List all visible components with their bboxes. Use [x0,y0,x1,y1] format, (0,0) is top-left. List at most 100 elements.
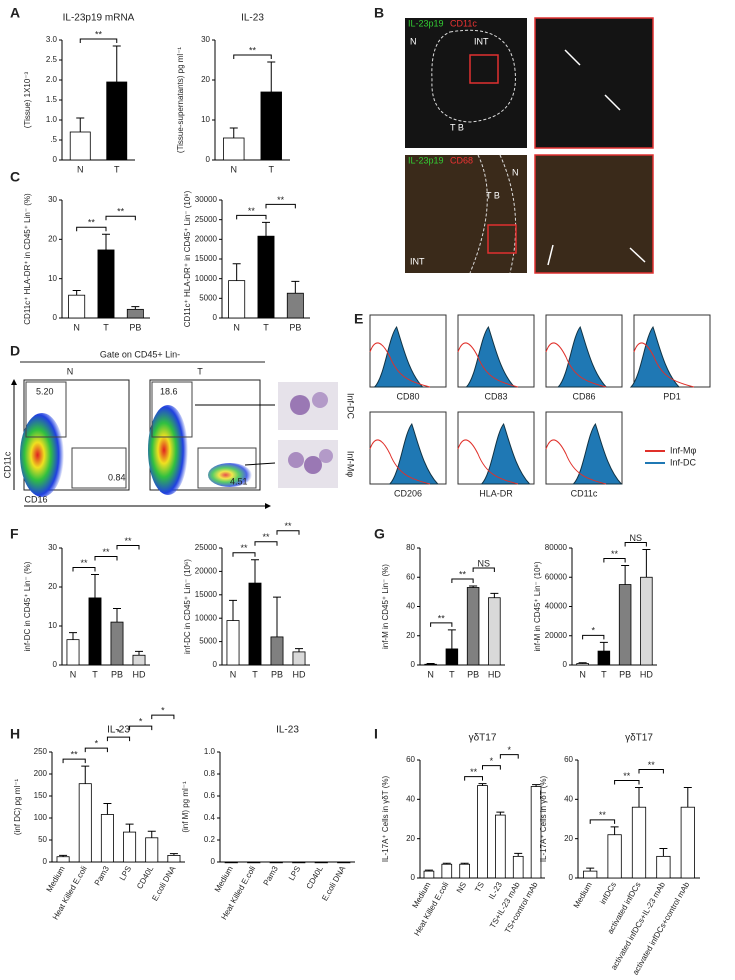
error-bar [447,629,456,649]
y-tick-label: 60 [564,755,573,764]
y-tick-label: 1.5 [46,95,58,104]
boundary [469,154,517,274]
bar [78,783,92,863]
bar [286,292,304,319]
significance-bracket [254,541,278,546]
bar [260,91,282,161]
significance-bracket [116,545,140,550]
bar [126,308,144,319]
error-bar [113,607,121,623]
significance-label: ** [599,810,607,820]
significance-label: ** [470,767,478,777]
histogram-outline [545,439,607,485]
bar [88,597,102,666]
y-tick-label: 15000 [195,254,218,263]
error-bar [683,787,692,808]
chart-title: IL-23p19 mRNA [63,13,135,24]
bar [477,785,488,879]
x-tick-label: Medium [213,864,235,893]
error-bar [469,585,478,588]
significance-label: * [117,727,121,737]
y-tick-label: 10 [201,115,210,124]
boundary [431,29,516,123]
gate-value: 5.20 [36,386,54,396]
significance-bracket [451,578,474,584]
y-tick-label: 20000 [195,234,218,243]
significance-bracket [472,567,495,573]
bar [583,870,598,879]
region-label: N [512,167,519,177]
marker-label: PD1 [663,391,681,401]
y-tick-label: 20 [48,234,57,243]
y-tick-label: 5000 [199,293,217,302]
bar [66,639,80,666]
x-tick-label: N [73,322,80,332]
micrograph [405,18,527,148]
y-tick-label: 30 [201,35,210,44]
panel-letter: B [374,5,384,21]
zoom-box [469,54,499,84]
significance-label: ** [88,218,96,228]
cell-label: Inf-DC [346,393,356,420]
panel-letter: A [10,5,20,21]
region-label: INT [474,36,489,46]
error-bar [262,221,270,237]
significance-label: ** [277,195,285,205]
x-tick-label: T [269,164,275,174]
axis-label: CD16 [24,494,47,504]
significance-label: ** [262,532,270,542]
panel-letter: G [374,526,385,542]
significance-bracket [589,819,616,824]
error-bar [496,811,505,816]
y-tick-label: 20000 [195,567,218,576]
y-tick-label: 10 [48,621,57,630]
micrograph-zoom [534,154,654,274]
significance-bracket [106,736,131,742]
y-tick-label: 20 [406,631,415,640]
stain-label: CD11c [450,18,477,28]
panel-letter: D [10,343,20,359]
histogram-fill [572,422,623,485]
gate-title: Gate on CD45+ Lin- [100,349,180,359]
arrow [564,49,581,66]
significance-label: ** [71,749,79,759]
y-tick-label: 40000 [545,602,568,611]
gate-value: 18.6 [160,386,178,396]
significance-label: ** [124,536,132,546]
x-tick-label: HD [293,669,306,679]
y-axis-label: IL-17A⁺ Cells in γδT (%) [381,776,390,863]
legend-label: Inf-DC [670,457,697,467]
bar [631,806,647,879]
y-tick-label: 30000 [195,195,218,204]
significance-bracket [129,725,153,731]
error-bar [72,289,81,296]
y-tick-label: 25000 [195,543,218,552]
error-bar [232,263,241,281]
error-bar [610,826,619,835]
histogram-outline [369,439,431,485]
stain-label: CD68 [450,155,473,165]
density [20,413,64,497]
y-axis-label: (Tissue-supernatants) pg ml⁻¹ [176,47,185,154]
chart-title: IL-23 [276,725,299,736]
gate [25,381,67,438]
y-tick-label: 60000 [545,572,568,581]
region-label: T B [450,122,464,132]
significance-bracket [464,776,483,781]
y-tick-label: 0 [206,155,211,164]
x-tick-label: T [103,322,109,332]
bar [607,834,622,879]
y-tick-label: 10 [48,274,57,283]
gate [71,447,127,489]
cell [290,395,310,415]
y-tick-label: 80000 [545,543,568,552]
y-axis-label: CD11c⁺ HLA-DR⁺ in CD45⁺ Lin⁻ (10⁶) [183,190,192,327]
panel-d: Gate on CD45+ Lin- N T 5.20 0.84 18.6 4.… [2,349,356,509]
bar [145,837,159,863]
error-bar [621,565,630,585]
y-axis-label: (inf M) pg ml⁻¹ [181,781,190,833]
error-bar [125,823,134,833]
y-tick-label: 40 [564,794,573,803]
x-tick-label: PB [467,669,479,679]
x-tick-label: LPS [287,865,302,883]
